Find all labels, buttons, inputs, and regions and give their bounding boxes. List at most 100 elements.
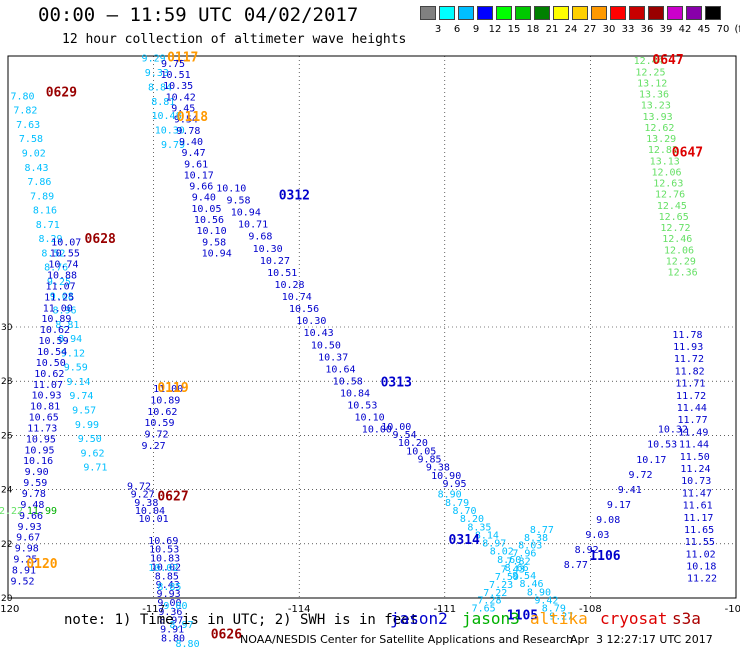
wave-height-value: 12.36 (668, 268, 698, 279)
wave-height-value: 8.79 (445, 498, 469, 509)
scale-label: 42 (678, 24, 692, 35)
legend-jason3: jason3 (462, 609, 520, 628)
scale-swatch (496, 6, 512, 20)
wave-height-value: 7.96 (512, 549, 536, 560)
y-tick-label: 28 (1, 377, 13, 387)
wave-height-value: 10.62 (34, 369, 64, 380)
wave-height-value: 9.14 (67, 377, 91, 388)
wave-height-value: 7.82 (13, 106, 37, 117)
wave-height-value: 8.71 (36, 220, 60, 231)
wave-height-value: 9.54 (393, 430, 417, 441)
wave-height-value: 10.55 (50, 249, 80, 260)
wave-height-value: 10.73 (681, 476, 711, 487)
legend-cryosat: cryosat (600, 609, 668, 628)
wave-height-value: 10.32 (658, 425, 688, 436)
wave-height-value: 8.70 (452, 506, 476, 517)
wave-height-value: 8.76 (44, 263, 68, 274)
wave-height-value: 10.04 (135, 506, 165, 517)
wave-height-value: 9.36 (158, 607, 182, 618)
wave-height-value: 9.40 (179, 137, 203, 148)
wave-height-value: 10.10 (355, 413, 385, 424)
scale-swatch (439, 6, 455, 20)
wave-height-value: 11.17 (683, 513, 713, 524)
wave-height-value: 9.38 (426, 463, 450, 474)
wave-height-value: 12.82 (648, 145, 678, 156)
wave-height-value: 9.50 (78, 434, 102, 445)
wave-height-value: 9.17 (607, 500, 631, 511)
wave-height-value: 12.29 (666, 256, 696, 267)
scale-label: (ft) (734, 24, 740, 35)
wave-height-value: 9.59 (64, 363, 88, 374)
wave-height-value: 9.79 (161, 140, 185, 151)
wave-height-value: 11.00 (43, 303, 73, 314)
wave-height-value: 11.93 (673, 342, 703, 353)
wave-height-value: 9.72 (629, 470, 653, 481)
wave-height-value: 10.35 (163, 81, 193, 92)
wave-height-value: 12.45 (657, 201, 687, 212)
scale-swatch (591, 6, 607, 20)
wave-height-value: 9.41 (618, 485, 642, 496)
x-tick-label: -111 (433, 604, 456, 615)
wave-height-value: 10.58 (333, 376, 363, 387)
wave-height-value: 9.99 (75, 420, 99, 431)
wave-height-value: 8.02 (490, 547, 514, 558)
wave-height-value: 9.75 (161, 59, 185, 70)
wave-height-value: 11.72 (676, 391, 706, 402)
scale-label: 36 (640, 24, 654, 35)
scale-label: 18 (526, 24, 540, 35)
wave-height-value: 13.23 (641, 101, 671, 112)
wave-height-value: 10.17 (636, 455, 666, 466)
track-time-label: 0314 (449, 533, 480, 548)
wave-height-value: 7.43 (501, 564, 525, 575)
wave-height-value: 9.78 (176, 126, 200, 137)
scale-label: 9 (472, 24, 480, 35)
wave-height-value: 12.72 (660, 223, 690, 234)
wave-height-value: 13.13 (650, 156, 680, 167)
track-time-label: 0120 (26, 557, 57, 572)
wave-height-value: 8.85 (155, 571, 179, 582)
wave-height-value: 9.27 (142, 441, 166, 452)
wave-height-value: 9.47 (182, 148, 206, 159)
wave-height-value: 11.73 (27, 423, 57, 434)
wave-height-value: 10.51 (267, 268, 297, 279)
scale-swatch (420, 6, 436, 20)
x-tick-label: -120 (0, 604, 19, 615)
wave-height-value: 10.94 (202, 249, 232, 260)
scale-label: 6 (453, 24, 461, 35)
wave-height-value: 11.00 (153, 384, 183, 395)
wave-height-value: 10.81 (30, 402, 60, 413)
wave-height-value: 10.95 (26, 434, 56, 445)
wave-height-value: 9.85 (417, 455, 441, 466)
scale-label: 15 (507, 24, 521, 35)
wave-height-value: 8.92 (575, 545, 599, 556)
wave-height-value: 9.72 (144, 430, 168, 441)
wave-height-value: 10.10 (196, 226, 226, 237)
track-time-label: 0313 (381, 376, 412, 391)
wave-height-value: 8.77 (564, 560, 588, 571)
track-time-label: 0119 (157, 381, 188, 396)
wave-height-value: 10.74 (48, 260, 78, 271)
wave-height-value: 7.82 (507, 556, 531, 567)
wave-height-value: 11.50 (680, 452, 710, 463)
wave-height-value: 11.61 (683, 501, 713, 512)
wave-height-value: 9.48 (20, 500, 44, 511)
wave-height-value: 12.44 (634, 56, 664, 67)
wave-height-value: 10.59 (144, 418, 174, 429)
wave-height-value: 11.71 (675, 379, 705, 390)
wave-height-value: 7.63 (16, 120, 40, 131)
wave-height-value: 9.52 (11, 576, 35, 587)
wave-height-value: 9.43 (156, 580, 180, 591)
y-tick-label: 24 (1, 486, 13, 496)
wave-height-value: 7.86 (27, 177, 51, 188)
wave-height-value: 11.82 (675, 366, 705, 377)
wave-height-value: 10.07 (51, 238, 81, 249)
wave-height-value: 8.29 (39, 234, 63, 245)
wave-height-value: 10.53 (347, 401, 377, 412)
wave-height-value: 10.84 (340, 389, 370, 400)
wave-height-value: 8.81 (151, 97, 175, 108)
wave-height-value: 10.28 (274, 280, 304, 291)
wave-height-value: 10.16 (23, 456, 53, 467)
wave-height-value: 10.51 (161, 70, 191, 81)
wave-height-value: 10.90 (431, 471, 461, 482)
wave-height-value: 10.71 (238, 220, 268, 231)
